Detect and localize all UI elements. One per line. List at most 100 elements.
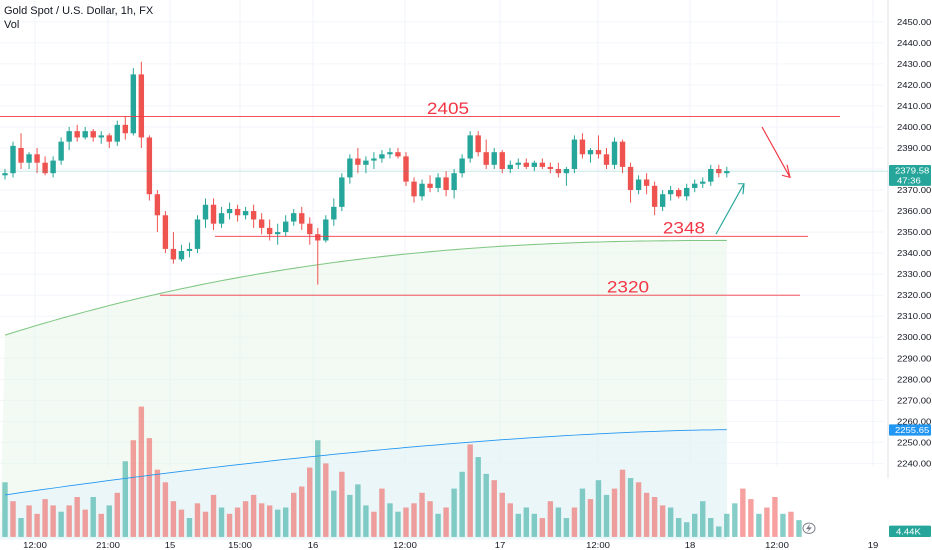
candle-body — [347, 158, 353, 178]
volume-bar — [611, 488, 618, 537]
candle-body — [315, 234, 321, 241]
candle-body — [194, 219, 201, 249]
candle-body — [515, 162, 521, 165]
lightning-icon[interactable] — [802, 522, 816, 534]
volume-bar — [18, 518, 24, 537]
candle-body — [242, 211, 249, 216]
volume-bar — [603, 494, 610, 537]
candle-body — [250, 211, 257, 220]
price-tick-label: 2430.00 — [897, 59, 931, 68]
volume-bar — [531, 513, 538, 537]
volume-ma-badge-value: 2255.65 — [895, 426, 929, 435]
price-tick-label: 2270.00 — [897, 396, 931, 405]
volume-bar — [507, 503, 513, 537]
candle-body — [419, 183, 425, 197]
volume-bar — [667, 507, 674, 537]
candle-body — [459, 158, 465, 174]
candle-body — [692, 183, 698, 188]
volume-bar — [122, 461, 128, 537]
candle-body — [499, 152, 505, 170]
price-tick-label: 2250.00 — [897, 438, 931, 447]
volume-bar — [379, 488, 385, 537]
candle-body — [170, 248, 177, 260]
volume-bar — [26, 505, 32, 537]
volume-bar — [154, 469, 161, 537]
volume-bar — [491, 480, 497, 537]
candle-body — [619, 141, 626, 167]
candle-body — [66, 131, 72, 142]
candle-body — [130, 74, 137, 134]
volume-bar — [226, 513, 233, 537]
price-axis[interactable]: 2450.00 2440.00 2430.00 2420.00 2410.00 2400.… — [887, 0, 931, 479]
candle-body — [395, 152, 401, 157]
volume-bar — [427, 501, 433, 537]
volume-bar — [82, 509, 88, 537]
candle-body — [411, 181, 417, 197]
volume-bar — [130, 440, 137, 537]
time-axis[interactable]: 12:00 21:00 15 15:00 16 12:00 17 12:00 18 12:00 19 — [23, 541, 878, 550]
volume-bar — [10, 501, 16, 537]
volume-bar — [98, 513, 104, 537]
volume-bar — [210, 494, 217, 537]
volume-bar — [242, 501, 249, 537]
price-tick-label: 2410.00 — [897, 102, 931, 111]
volume-bar — [331, 490, 337, 537]
volume-bar — [266, 505, 273, 537]
volume-bar — [595, 480, 602, 537]
time-tick-label: 21:00 — [96, 541, 120, 550]
candle-body — [106, 135, 112, 142]
price-badge — [889, 165, 931, 186]
candle-body — [451, 173, 457, 191]
volume-bar — [788, 511, 794, 537]
price-tick-label: 2370.00 — [897, 186, 931, 195]
level-label: 2405 — [427, 99, 469, 118]
volume-bar — [451, 488, 457, 537]
level-label: 2320 — [607, 278, 649, 297]
time-tick-label: 12:00 — [586, 541, 610, 550]
volume-bar — [571, 507, 578, 537]
candle-body — [258, 219, 265, 228]
drawing-annotations — [715, 126, 791, 235]
candle-body — [443, 177, 449, 191]
volume-bar — [50, 505, 56, 537]
volume-bar — [403, 507, 409, 537]
candle-body — [2, 173, 8, 176]
volume-bar — [74, 496, 80, 537]
price-tick-label: 2390.00 — [897, 144, 931, 153]
volume-bar — [547, 501, 554, 537]
candle-body — [178, 251, 185, 260]
volume-bar — [411, 503, 417, 537]
volume-bar — [651, 496, 658, 537]
candle-body — [724, 171, 730, 174]
symbol-title[interactable]: Gold Spot / U.S. Dollar, 1h, FX — [4, 5, 154, 17]
volume-bar — [764, 507, 770, 537]
volume-bar — [234, 507, 241, 537]
price-tick-label: 2300.00 — [897, 333, 931, 342]
candle-body — [507, 164, 513, 170]
chart-legend: Gold Spot / U.S. Dollar, 1h, FX Vol — [4, 4, 153, 32]
volume-label[interactable]: Vol — [4, 19, 20, 31]
price-tick-label: 2340.00 — [897, 249, 931, 258]
volume-bar — [756, 513, 762, 537]
price-tick-label: 2450.00 — [897, 17, 931, 26]
volume-bar — [643, 492, 650, 537]
candle-body — [291, 213, 297, 222]
candle-body — [595, 150, 602, 155]
support-resistance-levels: 2405 2348 2320 — [0, 99, 840, 296]
candle-body — [387, 152, 393, 155]
volume-bar — [716, 526, 722, 537]
candle-body — [483, 152, 489, 165]
volume-bar — [363, 505, 369, 537]
volume-bar — [162, 482, 169, 537]
candle-body — [202, 204, 209, 220]
time-tick-label: 15:00 — [228, 541, 252, 550]
volume-bar — [675, 518, 682, 537]
time-tick-label: 18 — [685, 541, 696, 550]
volume-bar — [772, 496, 778, 537]
volume-bar — [499, 492, 505, 537]
price-badge-countdown: 47:36 — [897, 176, 921, 185]
candle-body — [643, 179, 650, 186]
volume-bar — [250, 494, 257, 537]
candle-body — [26, 154, 32, 163]
